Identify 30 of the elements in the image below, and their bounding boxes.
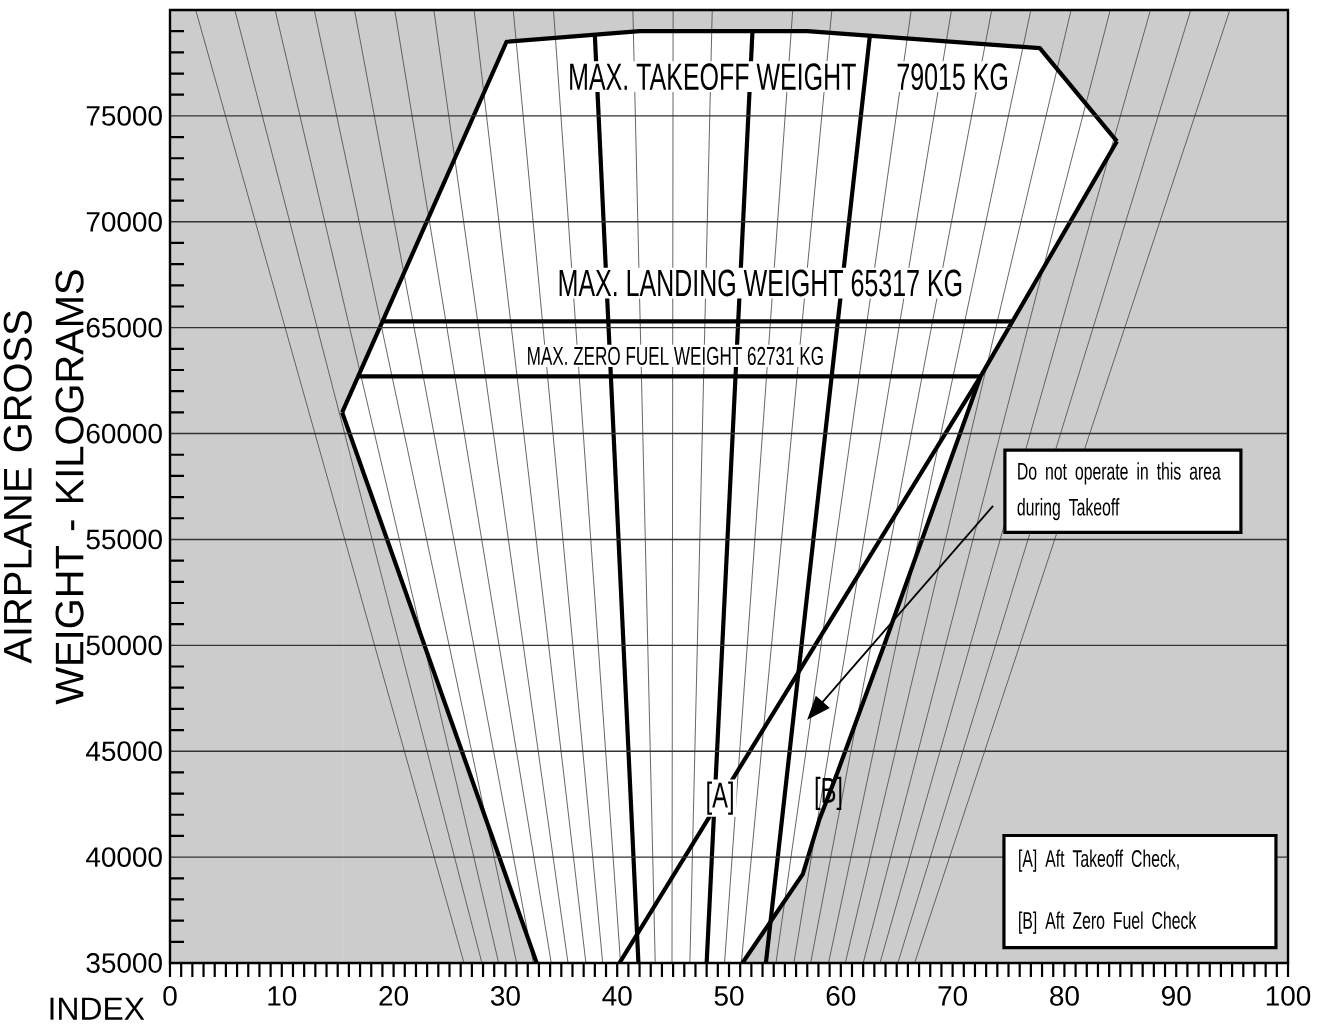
x-tick-label: 10 [268,986,297,1006]
x-tick-label: 40 [602,986,632,1006]
x-tick-label: 100 [1266,986,1311,1006]
x-tick-label: 50 [714,986,744,1006]
y-tick-label: 65000 [86,317,162,338]
annotation: MAX. LANDING WEIGHT 65317 KG [559,269,962,297]
x-tick-label: 90 [1162,986,1191,1006]
y-tick-label: 40000 [86,847,162,867]
y-tick-label: 70000 [86,211,162,232]
annotation: [A] [707,781,733,815]
annotation: MAX. ZERO FUEL WEIGHT 62731 KG [528,346,823,366]
annotation: [A] Aft Takeoff Check, [1019,849,1179,872]
x-tick-label: 0 [163,986,177,1006]
annotation: Do not operate in this area during Takeoff [1017,462,1221,521]
x-axis-title: INDEX [50,997,145,1020]
x-tick-label: 80 [1050,986,1079,1006]
x-tick-label: 70 [938,986,968,1006]
y-tick-label: 60000 [86,423,162,444]
y-axis-title: AIRPLANE GROSS WEIGHT - KILOGRAMS [3,270,84,705]
y-tick-label: 75000 [86,105,162,126]
y-tick-label: 50000 [86,635,162,656]
y-tick-label: 55000 [86,529,162,550]
annotation: 79015 KG [897,63,1007,91]
y-tick-label: 35000 [86,953,162,973]
y-tick-label: 45000 [86,741,162,762]
annotation: [B] Aft Zero Fuel Check [1019,911,1197,934]
x-tick-label: 20 [379,986,409,1006]
x-tick-label: 60 [826,986,856,1006]
annotation: MAX. TAKEOFF WEIGHT [570,63,856,91]
x-tick-label: 30 [490,986,520,1006]
